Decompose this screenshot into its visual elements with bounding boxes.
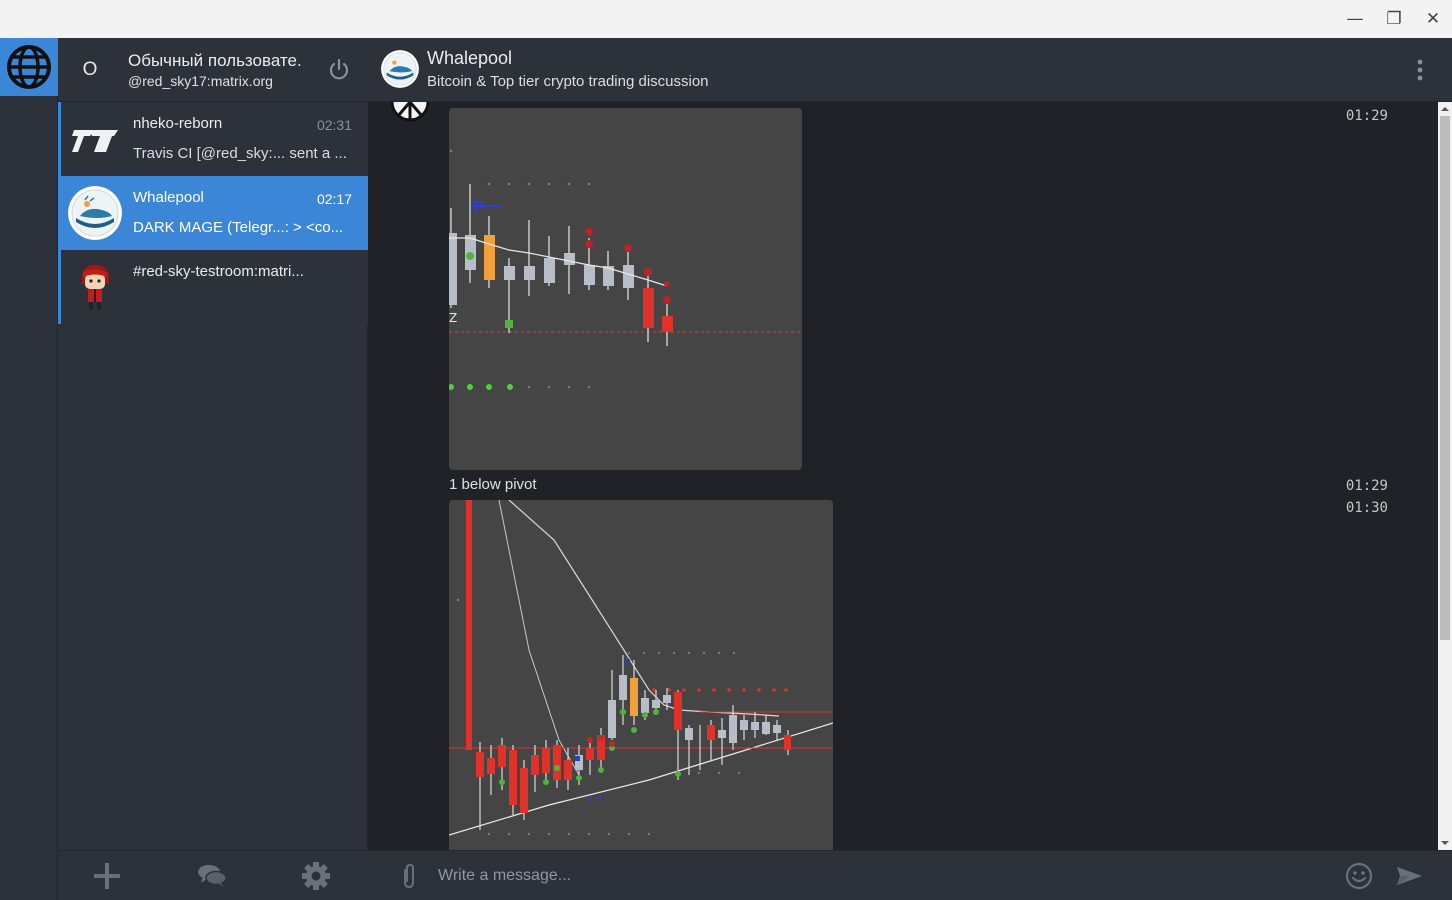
community-all-rooms[interactable] bbox=[0, 38, 58, 96]
chat-bubbles-icon bbox=[198, 865, 227, 887]
chart-image-attachment[interactable]: CR P bbox=[449, 500, 833, 850]
message-input[interactable] bbox=[438, 861, 1318, 891]
smiley-icon bbox=[1345, 862, 1373, 890]
room-name: #red-sky-testroom:matri... bbox=[133, 263, 304, 280]
message-text: 1 below pivot bbox=[449, 476, 537, 493]
svg-text:CR: CR bbox=[589, 794, 603, 805]
message-timestamp: 01:29 bbox=[1345, 478, 1388, 494]
timeline-scrollbar[interactable] bbox=[1438, 102, 1452, 850]
attach-file-button[interactable] bbox=[394, 861, 424, 891]
room-title: Whalepool bbox=[427, 48, 513, 68]
logout-button[interactable] bbox=[326, 56, 352, 82]
svg-text:P: P bbox=[625, 658, 631, 668]
user-id: @red_sky17:matrix.org bbox=[128, 73, 273, 89]
room-indicator bbox=[58, 102, 61, 176]
app-window: O Обычный пользовате. @red_sky17:matrix.… bbox=[0, 38, 1452, 900]
room-time: 02:31 bbox=[316, 117, 352, 133]
room-indicator bbox=[58, 250, 61, 324]
message-timestamp: 01:29 bbox=[1345, 108, 1388, 124]
send-icon bbox=[1397, 867, 1422, 885]
message-composer bbox=[368, 850, 1452, 900]
emoji-button[interactable] bbox=[1344, 861, 1374, 891]
maximize-button[interactable]: ❐ bbox=[1386, 9, 1402, 29]
gear-icon bbox=[302, 862, 330, 890]
whale-logo-icon bbox=[68, 186, 122, 240]
room-last-message: Travis CI [@red_sky:... sent a ... bbox=[133, 145, 347, 162]
globe-icon bbox=[7, 45, 51, 89]
close-button[interactable]: ✕ bbox=[1425, 9, 1441, 29]
power-icon bbox=[329, 58, 349, 80]
chat-view: Whalepool Bitcoin & Top tier crypto trad… bbox=[368, 38, 1452, 900]
scroll-down-icon[interactable] bbox=[1438, 838, 1452, 848]
paperclip-icon bbox=[404, 863, 414, 889]
room-item-whalepool[interactable]: Whalepool 02:17 DARK MAGE (Telegr...: > … bbox=[58, 176, 368, 250]
travis-logo-icon bbox=[68, 112, 122, 166]
room-sidebar: O Обычный пользовате. @red_sky17:matrix.… bbox=[58, 38, 368, 900]
room-header: Whalepool Bitcoin & Top tier crypto trad… bbox=[368, 38, 1452, 102]
candlestick-chart-image: P Z bbox=[449, 108, 802, 470]
message-timeline[interactable]: 01:29 P Z bbox=[368, 102, 1438, 850]
room-topic: Bitcoin & Top tier crypto trading discus… bbox=[427, 73, 709, 90]
room-item-red-sky-testroom[interactable]: #red-sky-testroom:matri... bbox=[58, 250, 368, 324]
peace-icon bbox=[390, 102, 430, 122]
scroll-up-icon[interactable] bbox=[1438, 104, 1452, 114]
user-avatar[interactable]: O bbox=[82, 59, 98, 80]
room-options-button[interactable] bbox=[1410, 58, 1430, 82]
room-name: Whalepool bbox=[133, 189, 204, 206]
room-time: 02:17 bbox=[316, 191, 352, 207]
candlestick-chart-image: CR P bbox=[449, 500, 833, 850]
sidebar-footer bbox=[58, 850, 368, 900]
message-timestamp: 01:30 bbox=[1345, 500, 1388, 516]
plus-icon bbox=[94, 863, 120, 889]
room-item-nheko-reborn[interactable]: nheko-reborn 02:31 Travis CI [@red_sky:.… bbox=[58, 102, 368, 176]
create-room-button[interactable] bbox=[90, 859, 124, 893]
svg-text:Z: Z bbox=[449, 311, 457, 325]
scroll-thumb[interactable] bbox=[1440, 116, 1450, 640]
chart-image-attachment[interactable]: P Z bbox=[449, 108, 802, 470]
sender-avatar[interactable] bbox=[390, 102, 432, 122]
whale-logo-icon[interactable] bbox=[381, 50, 419, 88]
more-vertical-icon bbox=[1417, 59, 1423, 81]
window-titlebar: — ❐ ✕ bbox=[0, 0, 1452, 38]
user-info: O Обычный пользовате. @red_sky17:matrix.… bbox=[58, 38, 368, 102]
settings-button[interactable] bbox=[299, 859, 333, 893]
red-sky-character-icon bbox=[68, 260, 122, 314]
room-directory-button[interactable] bbox=[195, 859, 229, 893]
user-display-name: Обычный пользовате. bbox=[128, 51, 302, 70]
minimize-button[interactable]: — bbox=[1346, 9, 1364, 29]
community-column bbox=[0, 38, 58, 900]
send-button[interactable] bbox=[1394, 861, 1424, 891]
room-last-message: DARK MAGE (Telegr...: > <co... bbox=[133, 219, 344, 236]
room-name: nheko-reborn bbox=[133, 115, 223, 132]
